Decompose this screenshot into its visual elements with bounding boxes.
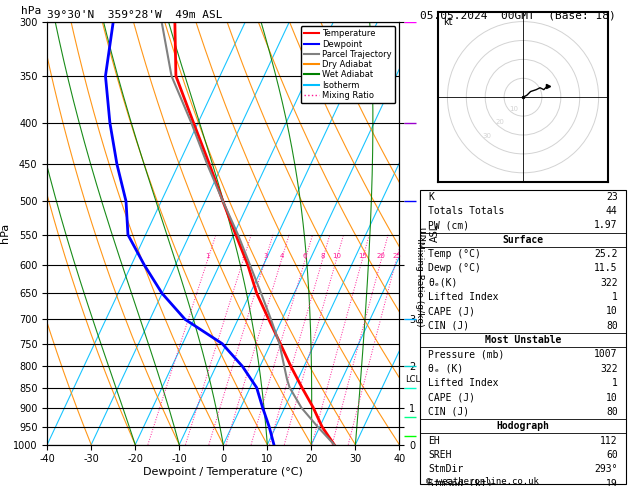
Text: 23: 23 (606, 191, 618, 202)
Text: 30: 30 (482, 133, 491, 139)
Text: Lifted Index: Lifted Index (428, 292, 499, 302)
Text: 1007: 1007 (594, 349, 618, 360)
Text: 80: 80 (606, 321, 618, 331)
Text: 322: 322 (600, 278, 618, 288)
Text: SREH: SREH (428, 450, 452, 460)
Text: 293°: 293° (594, 464, 618, 474)
Text: hPa: hPa (21, 5, 41, 16)
Text: CAPE (J): CAPE (J) (428, 307, 476, 316)
Text: 80: 80 (606, 407, 618, 417)
Text: 10: 10 (606, 307, 618, 316)
Y-axis label: hPa: hPa (0, 223, 10, 243)
Text: Surface: Surface (503, 235, 543, 245)
Text: 112: 112 (600, 435, 618, 446)
Text: Lifted Index: Lifted Index (428, 378, 499, 388)
Text: Temp (°C): Temp (°C) (428, 249, 481, 259)
Text: Most Unstable: Most Unstable (485, 335, 561, 345)
Text: 39°30'N  359°28'W  49m ASL: 39°30'N 359°28'W 49m ASL (47, 10, 223, 20)
Text: CIN (J): CIN (J) (428, 407, 469, 417)
Text: 3: 3 (263, 253, 268, 260)
Text: EH: EH (428, 435, 440, 446)
X-axis label: Dewpoint / Temperature (°C): Dewpoint / Temperature (°C) (143, 467, 303, 477)
Text: 1.97: 1.97 (594, 220, 618, 230)
Text: StmDir: StmDir (428, 464, 464, 474)
Text: CIN (J): CIN (J) (428, 321, 469, 331)
Text: 10: 10 (606, 393, 618, 402)
Text: Hodograph: Hodograph (496, 421, 550, 431)
Text: 05.05.2024  00GMT  (Base: 18): 05.05.2024 00GMT (Base: 18) (420, 11, 616, 21)
Text: 25: 25 (392, 253, 401, 260)
Text: 6: 6 (303, 253, 308, 260)
Text: PW (cm): PW (cm) (428, 220, 469, 230)
Text: 10: 10 (509, 106, 518, 112)
Text: 19: 19 (606, 479, 618, 486)
Text: © weatheronline.co.uk: © weatheronline.co.uk (426, 476, 539, 486)
Text: 2: 2 (241, 253, 245, 260)
Text: 11.5: 11.5 (594, 263, 618, 274)
Text: 10: 10 (332, 253, 341, 260)
Text: 1: 1 (612, 378, 618, 388)
Text: 8: 8 (320, 253, 325, 260)
Text: 60: 60 (606, 450, 618, 460)
Text: θₑ(K): θₑ(K) (428, 278, 458, 288)
Text: 4: 4 (279, 253, 284, 260)
Y-axis label: km
ASL: km ASL (418, 224, 440, 243)
Text: 44: 44 (606, 206, 618, 216)
Text: StmSpd (kt): StmSpd (kt) (428, 479, 493, 486)
Legend: Temperature, Dewpoint, Parcel Trajectory, Dry Adiabat, Wet Adiabat, Isotherm, Mi: Temperature, Dewpoint, Parcel Trajectory… (301, 26, 395, 103)
Text: Pressure (mb): Pressure (mb) (428, 349, 505, 360)
Text: CAPE (J): CAPE (J) (428, 393, 476, 402)
Text: Totals Totals: Totals Totals (428, 206, 505, 216)
Text: 15: 15 (358, 253, 367, 260)
Text: K: K (428, 191, 434, 202)
Text: 20: 20 (496, 120, 504, 125)
Text: LCL: LCL (404, 375, 420, 384)
Text: 1: 1 (206, 253, 210, 260)
Text: θₑ (K): θₑ (K) (428, 364, 464, 374)
Text: 1: 1 (612, 292, 618, 302)
Text: 322: 322 (600, 364, 618, 374)
Text: Mixing Ratio (g/kg): Mixing Ratio (g/kg) (415, 241, 425, 327)
Text: 20: 20 (377, 253, 386, 260)
Text: Dewp (°C): Dewp (°C) (428, 263, 481, 274)
Text: 25.2: 25.2 (594, 249, 618, 259)
Text: kt: kt (443, 17, 453, 27)
